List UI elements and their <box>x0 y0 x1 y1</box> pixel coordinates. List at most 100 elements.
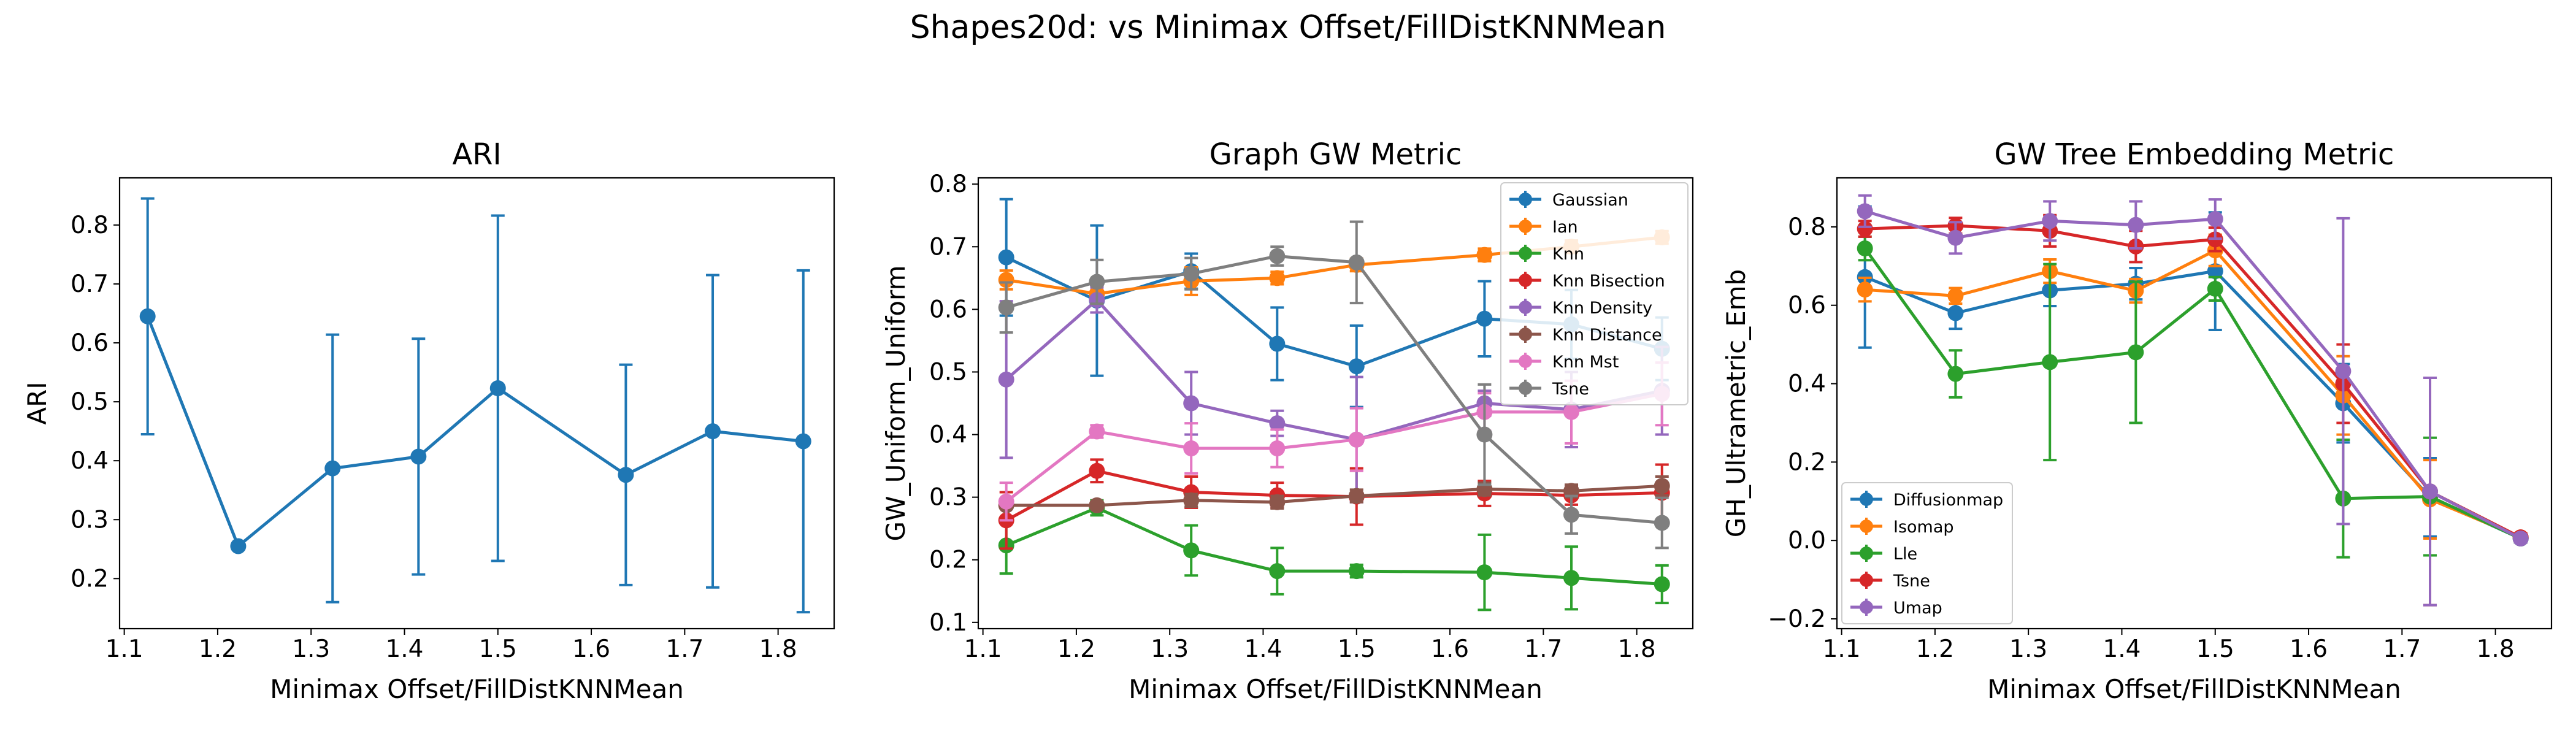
legend-item-ian: Ian <box>1509 218 1578 237</box>
x-tick-label: 1.8 <box>1618 635 1656 663</box>
data-point <box>1654 515 1670 531</box>
legend-item-tsne: Tsne <box>1509 380 1589 399</box>
legend-item-knn-density: Knn Density <box>1509 299 1652 318</box>
x-tick-label: 1.8 <box>2477 635 2515 663</box>
legend-label: Ian <box>1552 218 1578 237</box>
data-point <box>1947 288 1964 304</box>
data-point <box>1947 305 1964 321</box>
legend-marker <box>1519 193 1532 206</box>
series-line <box>1005 392 1663 503</box>
data-point <box>410 448 427 465</box>
data-point <box>2512 531 2529 546</box>
data-point <box>489 380 506 396</box>
series-line <box>1005 298 1663 442</box>
legend-item-diffusionmap: Diffusionmap <box>1850 491 2003 510</box>
data-point <box>1348 358 1365 375</box>
legend-marker <box>1860 519 1873 533</box>
legend-marker <box>1860 493 1873 506</box>
x-tick-label: 1.2 <box>1057 635 1095 663</box>
data-point <box>1947 366 1964 382</box>
legend-marker <box>1860 600 1873 614</box>
data-point <box>1947 229 1964 246</box>
data-point <box>1269 270 1286 286</box>
y-tick-label: 0.4 <box>71 447 109 475</box>
legend-label: Tsne <box>1893 572 1930 591</box>
series-line <box>146 315 803 548</box>
legend-label: Knn <box>1552 245 1584 264</box>
series-line <box>1006 484 1662 507</box>
data-point <box>1857 282 1873 298</box>
data-point <box>230 538 247 554</box>
legend-label: Gaussian <box>1552 191 1628 210</box>
x-tick-label: 1.5 <box>479 635 517 663</box>
data-point <box>1348 563 1365 580</box>
y-tick-label: 0.8 <box>1788 213 1826 241</box>
series-line <box>1005 469 1662 522</box>
data-point <box>1269 335 1286 352</box>
data-point <box>1089 497 1105 513</box>
legend-label: Isomap <box>1893 518 1954 537</box>
data-point <box>1348 488 1365 504</box>
data-point <box>2207 211 2223 228</box>
y-tick-label: −0.2 <box>1768 605 1826 633</box>
y-tick-label: 0.6 <box>929 296 967 323</box>
x-tick-label: 1.7 <box>1524 635 1562 663</box>
data-point <box>2042 213 2058 229</box>
x-tick-label: 1.4 <box>385 635 423 663</box>
y-tick-label: 0.7 <box>929 233 967 261</box>
data-point <box>1269 248 1286 264</box>
y-tick-label: 0.5 <box>929 358 967 386</box>
data-point <box>1269 440 1286 456</box>
y-tick-label: 0.2 <box>1788 448 1826 476</box>
legend-label: Knn Bisection <box>1552 272 1665 291</box>
data-point <box>1089 423 1105 440</box>
y-tick-label: 0.3 <box>71 506 109 534</box>
x-axis-label: Minimax Offset/FillDistKNNMean <box>1987 674 2401 704</box>
y-tick-label: 0.8 <box>71 212 109 239</box>
data-point <box>1476 564 1493 581</box>
axes-frame <box>1836 177 2553 630</box>
legend-item-tsne: Tsne <box>1850 572 1930 591</box>
y-tick-label: 0.7 <box>71 270 109 298</box>
x-tick-label: 1.3 <box>292 635 330 663</box>
y-tick-label: 0.4 <box>929 421 967 449</box>
data-point <box>1563 570 1580 586</box>
x-tick-label: 1.4 <box>1244 635 1282 663</box>
panel-title: GW Tree Embedding Metric <box>1995 137 2394 172</box>
x-tick-label: 1.4 <box>2103 635 2141 663</box>
legend-marker <box>1519 381 1532 395</box>
data-point <box>998 371 1014 388</box>
y-axis-label: ARI <box>22 381 52 424</box>
series-knn <box>998 499 1670 611</box>
legend-item-gaussian: Gaussian <box>1509 191 1628 210</box>
x-tick-label: 1.1 <box>105 635 144 663</box>
y-tick-label: 0.2 <box>71 565 109 592</box>
data-point <box>1476 310 1493 327</box>
figure-title: Shapes20d: vs Minimax Offset/FillDistKNN… <box>910 9 1666 46</box>
legend-marker <box>1519 274 1532 287</box>
axes-frame <box>977 177 1694 630</box>
legend-label: Knn Density <box>1552 299 1652 318</box>
x-tick-label: 1.3 <box>1151 635 1189 663</box>
data-point <box>1857 221 1873 237</box>
y-tick-label: 0.6 <box>71 329 109 357</box>
series-line <box>1863 247 2521 540</box>
series-umap <box>1857 194 2529 607</box>
y-tick-label: 0.6 <box>1788 292 1826 320</box>
legend-label: Tsne <box>1552 380 1589 399</box>
legend-item-knn-bisection: Knn Bisection <box>1509 272 1665 291</box>
data-point <box>1857 240 1873 257</box>
data-point <box>2128 217 2144 233</box>
data-point <box>1183 542 1200 559</box>
x-tick-label: 1.6 <box>572 635 610 663</box>
y-tick-label: 0.3 <box>929 484 967 512</box>
legend-marker <box>1860 546 1873 560</box>
axes-frame <box>118 177 835 630</box>
series-line <box>1006 255 1662 524</box>
data-point <box>1269 415 1286 432</box>
x-tick-label: 1.7 <box>665 635 703 663</box>
panel-gw-tree-embedding-metric: 1.1 1.2 1.3 1.4 1.5 1.6 1.7 1.8 −0.2 0.0 0.2 0.4 0.6… <box>1721 137 2553 704</box>
data-point <box>998 299 1014 316</box>
data-point <box>1183 266 1200 282</box>
data-point <box>2128 344 2144 361</box>
